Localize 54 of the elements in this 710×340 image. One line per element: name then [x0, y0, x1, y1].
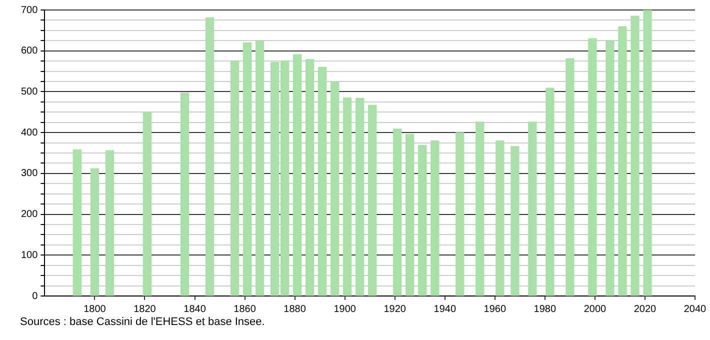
x-tick-label: 1820 [134, 304, 156, 315]
bar [630, 16, 640, 296]
bar [318, 66, 327, 296]
bar [330, 82, 340, 296]
bar [528, 122, 537, 296]
bar [255, 40, 264, 296]
bar [510, 146, 520, 296]
bar [242, 42, 252, 296]
y-tick-label: 700 [20, 4, 38, 16]
x-tick-label: 1980 [534, 304, 556, 315]
bar [305, 59, 314, 296]
bar [406, 134, 414, 296]
x-tick-label: 1920 [384, 304, 406, 315]
y-tick-label: 500 [20, 86, 38, 98]
bar [606, 40, 614, 296]
x-tick-label: 1860 [234, 304, 256, 315]
bar [430, 140, 440, 296]
bar [588, 38, 597, 296]
bar [456, 132, 464, 296]
bar [230, 60, 240, 296]
bar [90, 168, 100, 296]
bar [618, 26, 627, 296]
y-tick-label: 300 [20, 168, 38, 180]
bar [343, 98, 352, 296]
y-tick-label: 400 [20, 127, 38, 138]
x-tick-label: 2020 [634, 304, 657, 315]
bar [496, 140, 504, 296]
bar [393, 128, 402, 296]
bar [292, 54, 302, 296]
bar [368, 104, 377, 296]
bar [546, 88, 554, 296]
bar [105, 150, 114, 296]
y-tick-label: 200 [20, 209, 38, 220]
x-tick-label: 1840 [184, 304, 206, 315]
bar [180, 92, 190, 296]
y-tick-label: 100 [20, 250, 38, 261]
x-tick-label: 1940 [434, 304, 456, 315]
y-tick-label: 600 [20, 46, 38, 57]
x-tick-label: 1880 [284, 304, 306, 315]
bar [476, 122, 484, 296]
x-tick-label: 2040 [684, 304, 707, 315]
x-tick-label: 1800 [84, 304, 106, 315]
bar [356, 98, 364, 296]
bar [566, 58, 574, 296]
bar [205, 17, 214, 296]
bar [72, 149, 82, 296]
x-tick-label: 1900 [334, 304, 356, 315]
x-tick-label: 1960 [484, 304, 506, 315]
x-tick-label: 2000 [584, 304, 607, 315]
bar [142, 112, 152, 296]
source-note: Sources : base Cassini de l'EHESS et base Insee. [20, 316, 266, 328]
bar [643, 10, 652, 296]
bar [418, 144, 427, 296]
y-tick-label: 0 [32, 290, 38, 302]
